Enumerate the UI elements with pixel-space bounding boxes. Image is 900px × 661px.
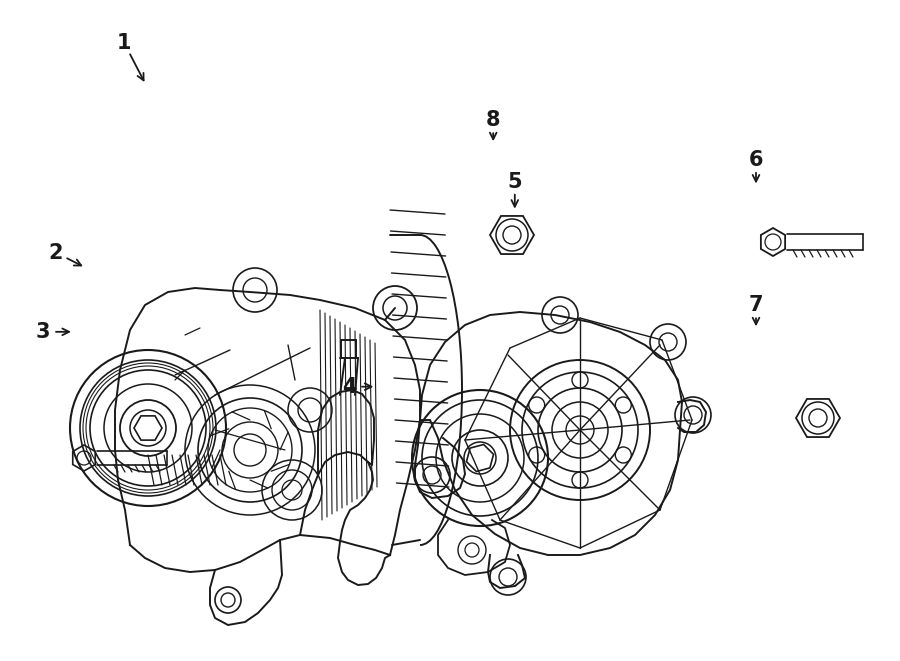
Text: 7: 7 <box>749 295 763 315</box>
Text: 2: 2 <box>49 243 63 262</box>
Text: 6: 6 <box>749 150 763 170</box>
Text: 8: 8 <box>486 110 500 130</box>
Text: 3: 3 <box>36 322 50 342</box>
Text: 4: 4 <box>342 377 356 397</box>
Text: 5: 5 <box>508 172 522 192</box>
Text: 1: 1 <box>117 33 131 53</box>
